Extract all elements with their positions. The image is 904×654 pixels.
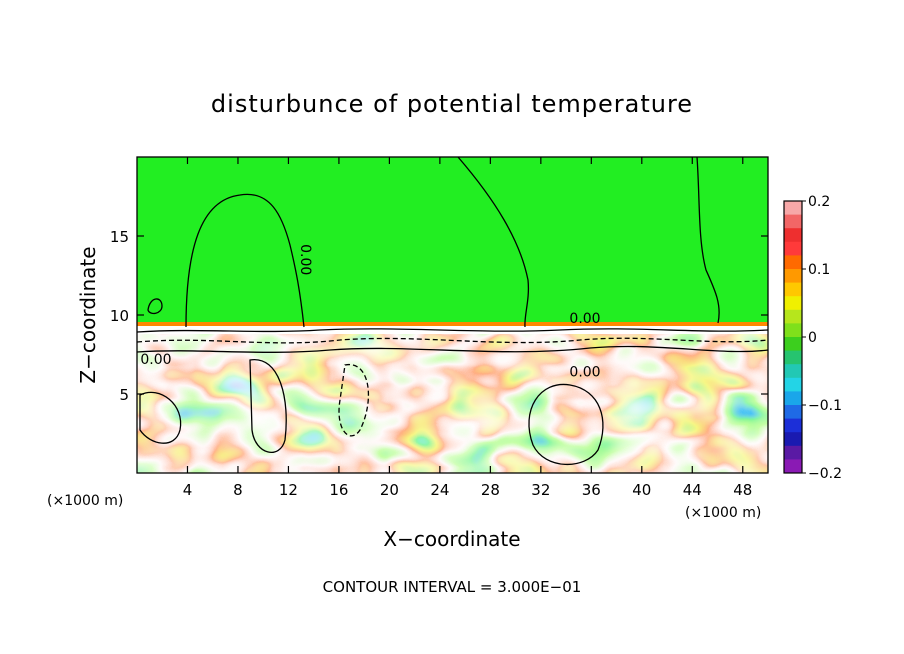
colorbar-swatch [784, 228, 802, 243]
lower-turbulent-field [137, 327, 768, 473]
plot-area [137, 157, 768, 473]
colorbar-tick-label: 0 [808, 330, 817, 346]
upper-layer-field [137, 157, 768, 327]
colorbar: 0.2 0.1 0 −0.1 −0.2 [783, 194, 842, 482]
colorbar-swatch [784, 201, 802, 216]
y-axis-ticks: 5 10 15 [110, 228, 768, 404]
colorbar-swatch [784, 241, 802, 256]
colorbar-tick-label: −0.2 [808, 466, 842, 482]
inversion-band [137, 322, 768, 326]
contour-label: 0.00 [569, 365, 600, 381]
colorbar-swatch [784, 377, 802, 392]
contour-label: 0.00 [140, 352, 171, 368]
x-axis-ticks: 4 8 12 16 20 24 28 32 36 40 44 48 [183, 157, 752, 499]
x-tick-label: 8 [233, 481, 243, 499]
x-tick-label: 20 [380, 481, 399, 499]
x-tick-label: 44 [683, 481, 702, 499]
x-tick-label: 36 [582, 481, 601, 499]
colorbar-swatch [784, 445, 802, 460]
x-tick-label: 16 [329, 481, 348, 499]
contour-label-layer: 0.00 0.00 0.00 0.00 [140, 244, 600, 381]
contour-interval-note: CONTOUR INTERVAL = 3.000E−01 [323, 578, 582, 596]
colorbar-tick-label: 0.2 [808, 194, 830, 210]
colorbar-swatch [784, 418, 802, 433]
y-axis-label: Z−coordinate [76, 246, 100, 383]
colorbar-swatch [784, 255, 802, 270]
y-tick-label: 15 [110, 228, 129, 246]
x-tick-label: 40 [632, 481, 651, 499]
chart-title: disturbunce of potential temperature [211, 90, 693, 118]
x-tick-label: 4 [183, 481, 193, 499]
x-tick-label: 28 [481, 481, 500, 499]
x-tick-label: 32 [531, 481, 550, 499]
colorbar-swatch [784, 214, 802, 229]
colorbar-swatch [784, 405, 802, 420]
x-unit-label: (×1000 m) [47, 493, 123, 509]
colorbar-swatch [784, 296, 802, 311]
contour-label: 0.00 [569, 311, 600, 327]
colorbar-swatch [784, 364, 802, 379]
colorbar-tick-label: −0.1 [808, 398, 842, 414]
x-unit-label-right: (×1000 m) [685, 505, 761, 521]
x-tick-label: 48 [733, 481, 752, 499]
colorbar-swatch [784, 391, 802, 406]
y-tick-label: 10 [110, 307, 129, 325]
contour-lines [137, 157, 768, 466]
y-tick-label: 5 [119, 386, 129, 404]
x-tick-label: 12 [279, 481, 298, 499]
colorbar-swatch [784, 269, 802, 284]
contour-label: 0.00 [297, 244, 313, 275]
colorbar-swatch [784, 309, 802, 324]
x-axis-label: X−coordinate [383, 527, 520, 551]
colorbar-swatch [784, 337, 802, 352]
x-tick-label: 24 [430, 481, 449, 499]
colorbar-swatch [784, 350, 802, 365]
colorbar-swatch [784, 323, 802, 338]
colorbar-swatch [784, 432, 802, 447]
colorbar-swatch [784, 282, 802, 297]
colorbar-tick-label: 0.1 [808, 262, 830, 278]
colorbar-swatch [784, 459, 802, 474]
